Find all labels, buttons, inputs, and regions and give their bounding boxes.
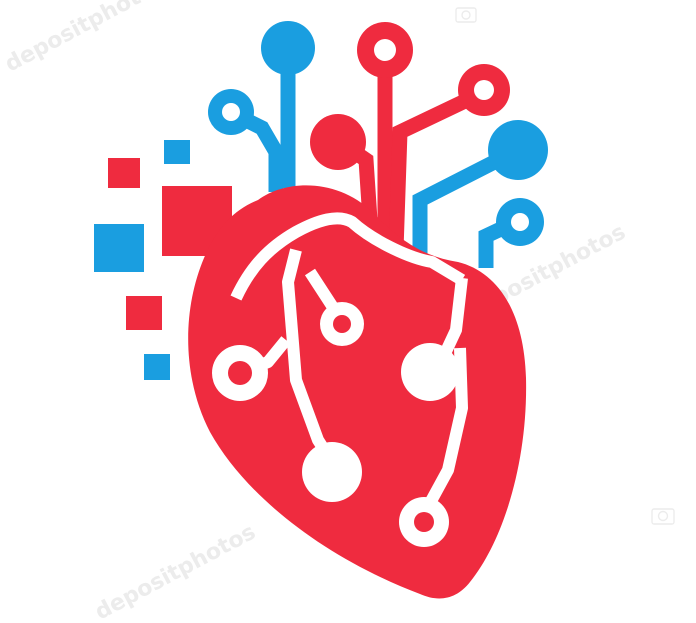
red-pixel-square (126, 296, 162, 330)
white-node (302, 442, 362, 502)
heart-body (188, 185, 527, 599)
watermark-text: depositphotos (91, 520, 260, 623)
node-hole (333, 315, 351, 333)
watermark-text: depositphotos (1, 0, 170, 77)
node-hole (511, 213, 529, 231)
camera-icon (455, 7, 477, 23)
blue-pixel-square (164, 140, 190, 164)
heart-circuit-nodes (212, 302, 459, 547)
blue-pixel-square (94, 224, 144, 272)
node-hole (228, 361, 252, 385)
camera-icon (651, 508, 675, 525)
white-node (401, 343, 459, 401)
blue-circuit-nodes (208, 21, 548, 246)
node-hole (414, 512, 434, 532)
white-trace (230, 212, 466, 301)
blue-node (261, 21, 315, 75)
red-trace (388, 85, 488, 251)
node-hole (222, 103, 240, 121)
blue-node (488, 120, 548, 180)
red-node (310, 114, 366, 170)
red-circuit-nodes (310, 22, 510, 170)
node-hole (474, 80, 494, 100)
blue-trace (412, 143, 522, 258)
red-pixel-square (108, 158, 140, 188)
white-trace (418, 347, 468, 517)
blue-pixel-square (144, 354, 170, 380)
node-hole (374, 39, 396, 61)
